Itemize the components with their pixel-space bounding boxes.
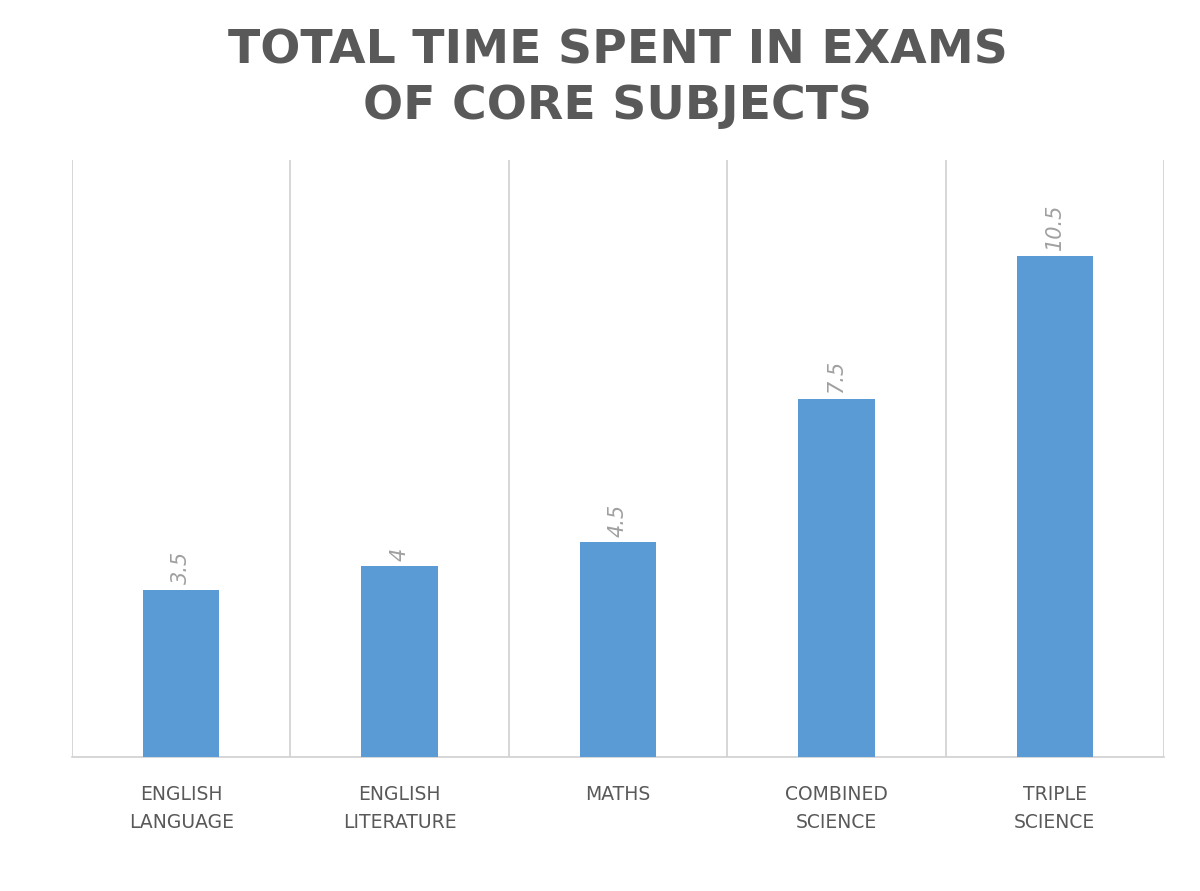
Text: 3.5: 3.5 [172, 552, 191, 584]
Bar [580, 543, 656, 757]
Text: 4.5: 4.5 [608, 503, 628, 536]
Bar [143, 590, 220, 757]
Title: TOTAL TIME SPENT IN EXAMS
OF CORE SUBJECTS: TOTAL TIME SPENT IN EXAMS OF CORE SUBJEC… [228, 29, 1008, 128]
Text: 4: 4 [390, 547, 409, 560]
Bar [361, 567, 438, 757]
Text: 7.5: 7.5 [827, 360, 846, 394]
Bar [1016, 256, 1093, 757]
Text: 10.5: 10.5 [1045, 204, 1064, 250]
Bar [798, 399, 875, 757]
